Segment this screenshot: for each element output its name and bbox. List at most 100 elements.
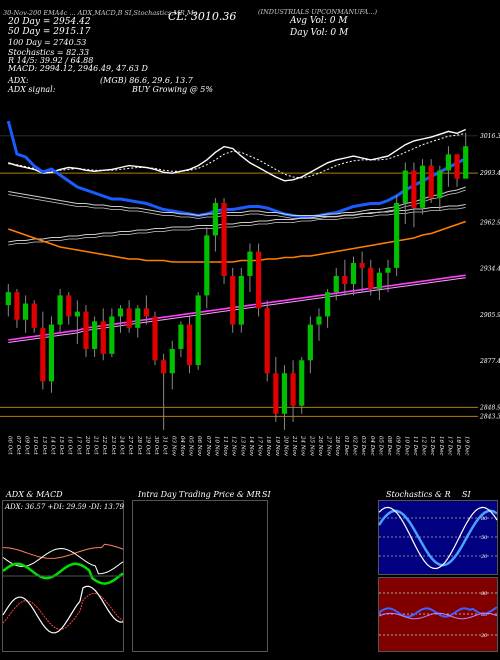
candle-body xyxy=(437,170,443,199)
candle-body xyxy=(402,170,408,203)
candle-body xyxy=(143,308,149,317)
candle-body xyxy=(247,251,253,276)
candle-body xyxy=(22,303,29,320)
date-tick-label: 17 Nov xyxy=(257,436,263,457)
stochastics-lines xyxy=(378,506,498,570)
candle-body xyxy=(195,295,201,366)
price-tick-label: 2848.97 xyxy=(479,404,500,411)
candle-body xyxy=(109,316,115,354)
date-tick-label: 09 Dec xyxy=(395,436,401,456)
candle-body xyxy=(273,373,279,414)
date-tick-label: 01 Dec xyxy=(343,436,349,456)
top-strip: 30-Nov-200 EMA4c ... ADX,MACD,B SI,Stoch… xyxy=(3,9,198,17)
candle-body xyxy=(238,275,244,325)
candle-body xyxy=(57,295,63,325)
stoch-level-80: 80 xyxy=(481,516,488,522)
date-tick-label: 22 Oct xyxy=(101,435,107,455)
price-axis: 3016.36 2993.42 2962.93 2934.44 2905.95 2877.… xyxy=(479,133,500,421)
date-tick-label: 03 Nov xyxy=(170,436,176,457)
date-tick-label: 05 Nov xyxy=(188,436,194,457)
oscillator-white-line xyxy=(8,128,466,182)
candle-body xyxy=(333,275,339,293)
candle-body xyxy=(169,348,175,374)
date-tick-label: 18 Dec xyxy=(455,436,461,456)
candle-body xyxy=(83,311,89,349)
ma-line-orange xyxy=(8,220,466,263)
candle-body xyxy=(40,327,46,382)
adx-macd-panel: ADX: 36.57 +DI: 29.59 -DI: 13.79 xyxy=(2,500,124,652)
date-tick-label: 30 Oct xyxy=(153,436,159,455)
candle-body xyxy=(161,360,167,374)
ma-band-50-day xyxy=(8,189,466,219)
ma-line-100-day xyxy=(8,204,466,243)
candle-body xyxy=(316,316,322,325)
intraday-panel xyxy=(132,500,268,652)
candle-body xyxy=(376,272,382,289)
date-tick-label: 21 Oct xyxy=(93,435,99,455)
candle-body xyxy=(204,235,210,296)
date-tick-label: 11 Nov xyxy=(222,436,228,457)
candle-body xyxy=(342,275,348,285)
industrial-label: (INDUSTRIALS UPCONMANUFA...) xyxy=(258,8,377,16)
stochastics-panel: 80 50 20 80 50 20 xyxy=(378,500,498,652)
candle-body xyxy=(445,154,452,171)
date-tick-label: 04 Dec xyxy=(369,436,375,456)
date-tick-label: 09 Oct xyxy=(24,436,30,455)
candle-body xyxy=(359,262,365,268)
price-tick-label: 3016.36 xyxy=(480,133,500,140)
avg-volume: Avg Vol: 0 M xyxy=(290,16,348,26)
candle-body xyxy=(186,324,193,366)
candle-body xyxy=(135,308,141,328)
macd-legend: MACD: 2994.12, 2946.49, 47.63 D xyxy=(8,64,148,73)
price-tick-label: 2877.46 xyxy=(479,358,500,365)
candle-body xyxy=(264,308,270,374)
date-tick-label: 13 Nov xyxy=(239,436,245,457)
main-price-chart: 3016.36 2993.42 2962.93 2934.44 2905.95 2877.… xyxy=(0,120,500,457)
stochastics-k-line xyxy=(378,506,498,570)
candle-body xyxy=(368,267,374,289)
price-tick-label: 2843.37 xyxy=(479,413,500,420)
adx-plus-di-line xyxy=(2,562,124,585)
date-tick-label: 12 Dec xyxy=(421,436,427,456)
close-label: CL: 3010.36 xyxy=(168,10,237,23)
date-tick-label: 14 Oct xyxy=(49,436,55,455)
date-tick-label: 15 Oct xyxy=(58,436,64,455)
candle-body xyxy=(212,202,219,236)
date-tick-label: 20 Nov xyxy=(282,435,288,457)
adx-minus-di-line xyxy=(2,543,124,559)
candle-body xyxy=(394,202,400,268)
macd-line xyxy=(2,585,123,634)
price-tick-label: 2993.42 xyxy=(479,170,500,177)
candle-body xyxy=(117,308,124,317)
candle-body xyxy=(230,275,236,325)
date-tick-label: 19 Nov xyxy=(274,436,280,457)
date-tick-label: 02 Dec xyxy=(352,436,358,456)
r-legend: R 14/5: 39.92 / 64.88 xyxy=(8,56,94,65)
adx-signal-value: BUY Growing @ 5% xyxy=(132,85,213,94)
adx-readout: ADX: 36.57 +DI: 29.59 -DI: 13.79 xyxy=(4,503,124,511)
oscillator-dotted-line xyxy=(8,132,466,179)
candle-body xyxy=(48,324,55,382)
date-tick-label: 15 Dec xyxy=(429,436,435,456)
intraday-si: SI xyxy=(262,490,271,499)
stochastics-legend: Stochastics = 82.33 xyxy=(8,48,90,57)
adx-macd-title: ADX & MACD xyxy=(6,490,63,499)
r-level-50: 50 xyxy=(481,612,488,618)
price-grid xyxy=(0,135,478,417)
date-tick-label: 10 Oct xyxy=(32,436,38,455)
date-tick-label: 19 Dec xyxy=(464,436,470,456)
date-tick-label: 12 Nov xyxy=(231,436,237,457)
date-tick-label: 26 Nov xyxy=(317,435,323,457)
intraday-title: Intra Day Trading Price & MR xyxy=(138,490,261,499)
date-tick-label: 29 Oct xyxy=(144,435,150,455)
stochastics-d-line xyxy=(378,509,498,567)
candle-body xyxy=(100,321,106,354)
candle-body xyxy=(299,360,305,406)
price-tick-label: 2905.95 xyxy=(479,312,500,319)
candle-body xyxy=(307,324,313,361)
r-level-20: 20 xyxy=(480,633,488,639)
date-tick-label: 18 Nov xyxy=(265,436,271,457)
date-tick-label: 07 Oct xyxy=(15,436,21,455)
stoch-level-20: 20 xyxy=(480,554,488,560)
date-tick-label: 05 Dec xyxy=(377,436,383,456)
